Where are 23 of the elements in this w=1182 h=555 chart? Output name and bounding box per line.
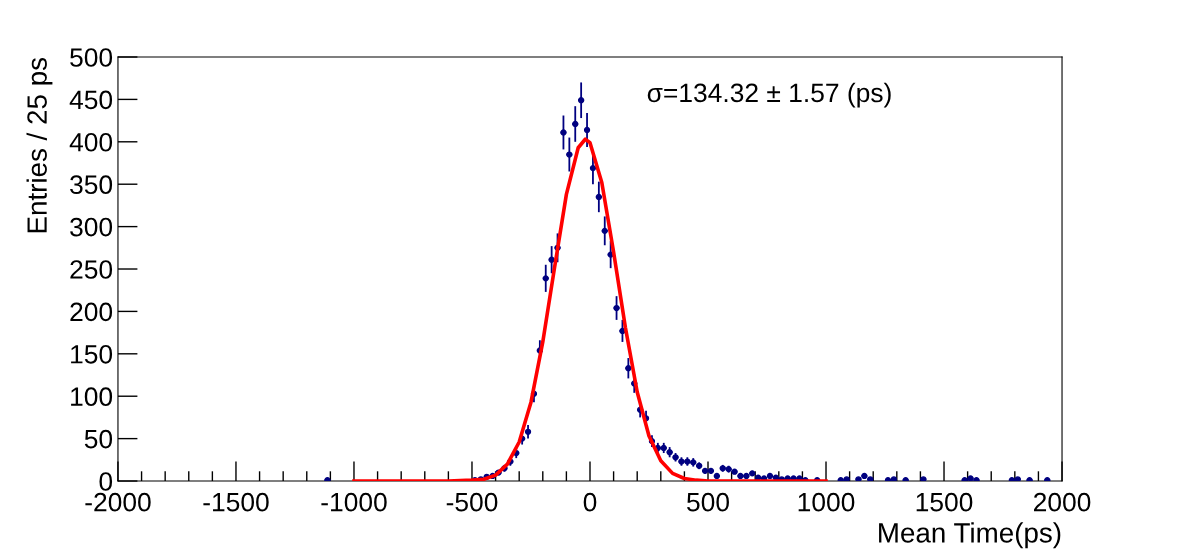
x-tick-label: -1500 (203, 492, 269, 512)
annotation: σ=134.32 ± 1.57 (ps) (647, 82, 891, 108)
x-tick-label: 1000 (798, 492, 855, 512)
y-tick-label: 150 (71, 344, 113, 364)
y-tick-label: 500 (70, 48, 113, 67)
x-tick-label: -1000 (321, 492, 387, 512)
x-tick-label: -500 (446, 492, 498, 512)
y-tick-label: 300 (70, 217, 113, 237)
y-tick-label: 50 (84, 429, 113, 449)
y-tick-label: 350 (70, 175, 113, 195)
x-tick-label: -2000 (85, 492, 151, 512)
x-axis-title: Mean Time(ps) (879, 522, 1061, 549)
x-tick-label: 500 (687, 492, 729, 512)
y-tick-label: 250 (70, 260, 113, 279)
y-tick-label: 450 (69, 90, 113, 110)
y-axis-title: Entries / 25 ps (26, 57, 53, 233)
y-tick-label: 200 (70, 302, 113, 322)
x-tick-label: 2000 (1034, 492, 1091, 512)
y-tick-label: 100 (71, 387, 113, 407)
y-tick-label: 400 (69, 132, 113, 152)
x-tick-label: 1500 (916, 492, 973, 512)
y-tick-label: 0 (99, 472, 113, 491)
x-tick-label: 0 (583, 492, 597, 512)
